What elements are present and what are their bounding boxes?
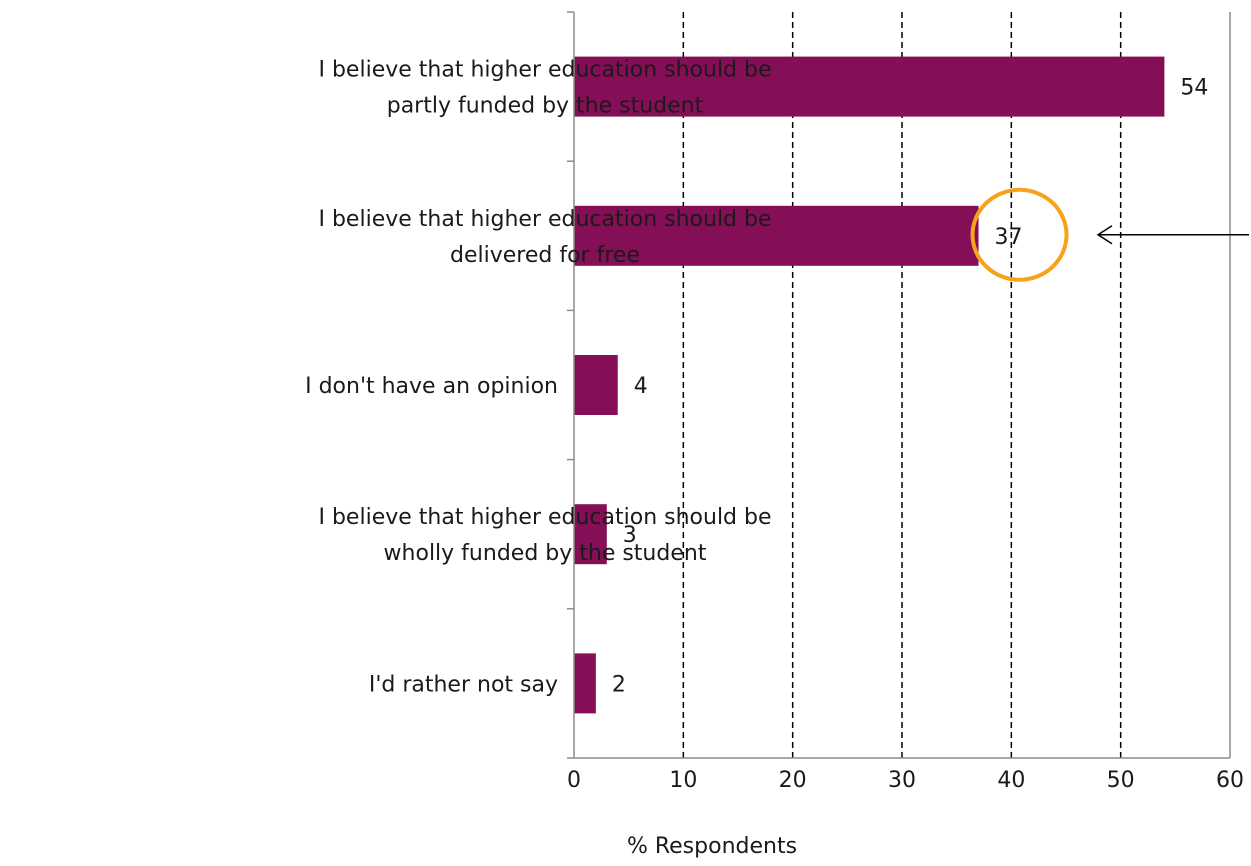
data-labels: 54 37 4 3 2 (612, 76, 1209, 698)
bar (574, 653, 596, 714)
x-tick-label: 20 (779, 768, 807, 793)
x-axis-title: % Respondents (627, 834, 797, 859)
data-label: 2 (612, 672, 626, 697)
category-label: wholly funded by the student (384, 541, 707, 566)
x-tick-label: 50 (1107, 768, 1135, 793)
category-label: delivered for free (450, 243, 640, 268)
category-label: I'd rather not say (369, 672, 558, 697)
category-label: I believe that higher education should b… (318, 505, 771, 530)
bar (574, 355, 618, 415)
category-label: partly funded by the student (387, 94, 704, 119)
x-tick-label: 10 (669, 768, 697, 793)
category-labels: I believe that higher education should b… (305, 58, 771, 698)
x-tick-label: 60 (1216, 768, 1244, 793)
x-tick-label: 0 (567, 768, 581, 793)
category-label: I believe that higher education should b… (318, 58, 771, 83)
data-label: 3 (623, 523, 637, 548)
bar (574, 205, 979, 266)
x-tick-label: 40 (997, 768, 1025, 793)
category-label: I don't have an opinion (305, 374, 558, 399)
x-tick-label: 30 (888, 768, 916, 793)
category-label: I believe that higher education should b… (318, 207, 771, 232)
bar (574, 56, 1165, 117)
highlight-circle (970, 187, 1069, 282)
data-label: 37 (995, 225, 1023, 250)
data-label: 54 (1180, 76, 1208, 101)
x-tick-labels: 0 10 20 30 40 50 60 (567, 768, 1244, 793)
gridlines (682, 12, 1122, 758)
axes (567, 11, 1231, 759)
data-label: 4 (634, 374, 648, 399)
bars (574, 56, 1165, 714)
highlight-annotation (970, 187, 1249, 282)
bar (574, 504, 607, 565)
arrow-head (1096, 225, 1113, 245)
